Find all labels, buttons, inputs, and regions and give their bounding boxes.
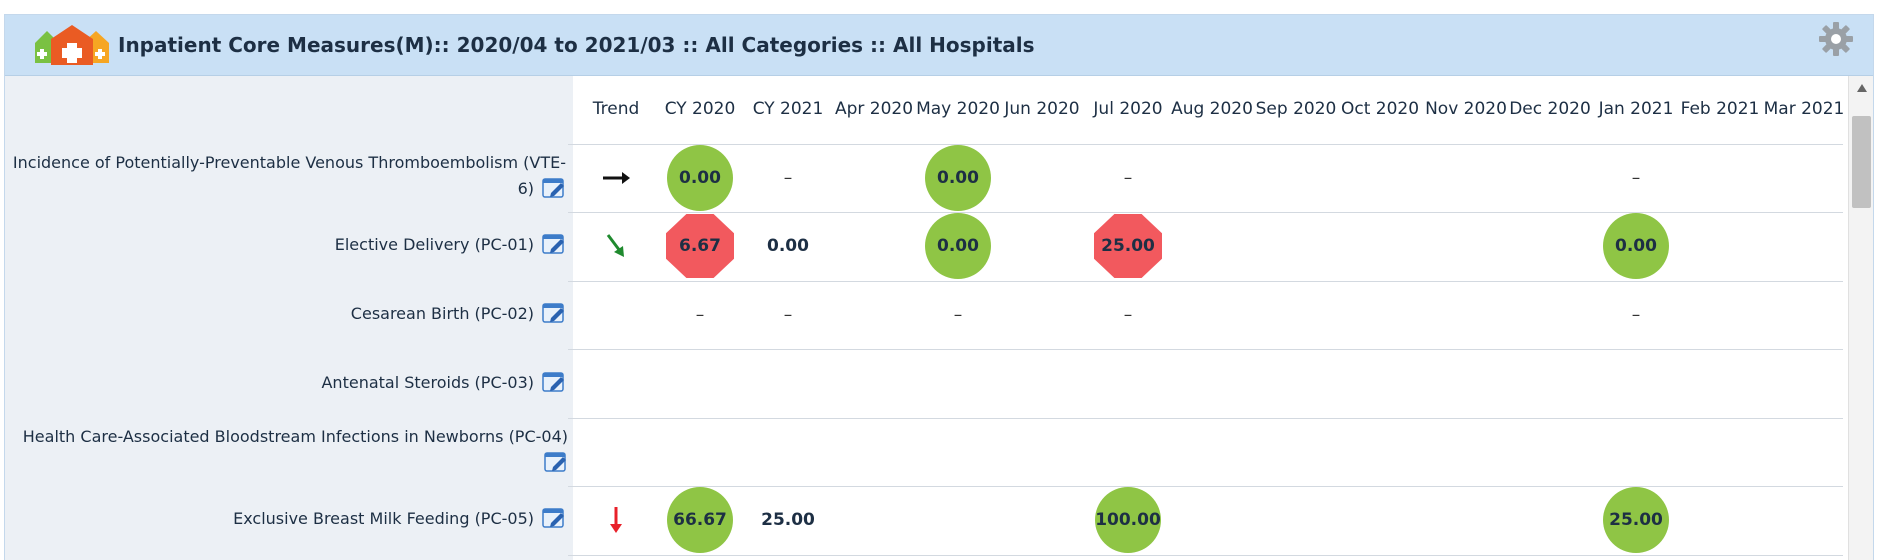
scroll-thumb[interactable] bbox=[1852, 116, 1871, 208]
row-divider bbox=[568, 486, 1843, 487]
value-empty-dash: – bbox=[953, 305, 963, 325]
col-header-cy2021: CY 2021 bbox=[752, 99, 824, 119]
value-met-circle[interactable]: 0.00 bbox=[1603, 213, 1669, 279]
col-header-jan2021: Jan 2021 bbox=[1598, 99, 1674, 119]
value-empty-dash: – bbox=[783, 305, 793, 325]
col-header-feb2021: Feb 2021 bbox=[1680, 99, 1760, 119]
gear-icon[interactable] bbox=[1817, 20, 1855, 58]
edit-note-icon[interactable] bbox=[542, 506, 566, 528]
trend-down-red-arrow-icon bbox=[610, 507, 622, 533]
edit-note-icon[interactable] bbox=[542, 301, 566, 323]
measure-label-pc03[interactable]: Antenatal Steroids (PC-03) bbox=[321, 370, 566, 396]
value-empty-dash: – bbox=[695, 305, 705, 325]
row-divider bbox=[568, 555, 1843, 556]
scroll-up-arrow-icon[interactable] bbox=[1849, 76, 1873, 100]
col-header-jul2020: Jul 2020 bbox=[1093, 99, 1163, 119]
edit-note-icon[interactable] bbox=[542, 176, 566, 198]
col-header-nov2020: Nov 2020 bbox=[1425, 99, 1507, 119]
trend-flat-arrow-icon bbox=[603, 172, 630, 184]
col-header-sep2020: Sep 2020 bbox=[1255, 99, 1337, 119]
measures-grid bbox=[573, 76, 1848, 560]
vertical-scrollbar[interactable] bbox=[1848, 76, 1873, 560]
measure-label-pc01[interactable]: Elective Delivery (PC-01) bbox=[335, 232, 566, 258]
value-empty-dash: – bbox=[783, 168, 793, 188]
measure-label-text: Antenatal Steroids (PC-03) bbox=[321, 373, 534, 392]
edit-note-icon[interactable] bbox=[542, 370, 566, 392]
value-empty-dash: – bbox=[1123, 305, 1133, 325]
measure-label-text: Elective Delivery (PC-01) bbox=[334, 235, 534, 254]
measure-label-pc04[interactable]: Health Care-Associated Bloodstream Infec… bbox=[23, 424, 568, 476]
panel-header: Inpatient Core Measures(M):: 2020/04 to … bbox=[5, 15, 1873, 76]
col-header-aug2020: Aug 2020 bbox=[1171, 99, 1253, 119]
measure-label-column bbox=[5, 76, 573, 560]
value-met-circle[interactable]: 0.00 bbox=[925, 145, 991, 211]
edit-note-icon[interactable] bbox=[544, 450, 568, 472]
col-header-jun2020: Jun 2020 bbox=[1004, 99, 1080, 119]
col-header-dec2020: Dec 2020 bbox=[1509, 99, 1591, 119]
row-divider bbox=[568, 281, 1843, 282]
col-header-trend: Trend bbox=[592, 99, 640, 119]
page-title: Inpatient Core Measures(M):: 2020/04 to … bbox=[118, 33, 1035, 57]
measure-label-pc02[interactable]: Cesarean Birth (PC-02) bbox=[351, 301, 566, 327]
value-met-circle[interactable]: 25.00 bbox=[1603, 487, 1669, 553]
trend-down-green-arrow-icon bbox=[606, 234, 624, 257]
value-text: 0.00 bbox=[767, 236, 809, 256]
value-empty-dash: – bbox=[1631, 168, 1641, 188]
value-met-circle[interactable]: 0.00 bbox=[925, 213, 991, 279]
col-header-may2020: May 2020 bbox=[916, 99, 1000, 119]
core-measures-panel: Inpatient Core Measures(M):: 2020/04 to … bbox=[4, 14, 1874, 560]
edit-note-icon[interactable] bbox=[542, 232, 566, 254]
value-met-circle[interactable]: 0.00 bbox=[667, 145, 733, 211]
value-not-met-octagon[interactable]: 25.00 bbox=[1094, 214, 1162, 278]
col-header-apr2020: Apr 2020 bbox=[834, 99, 914, 119]
hospital-houses-logo bbox=[35, 25, 109, 65]
col-header-cy2020: CY 2020 bbox=[664, 99, 736, 119]
value-met-circle[interactable]: 66.67 bbox=[667, 487, 733, 553]
value-text: 25.00 bbox=[761, 510, 815, 530]
measure-label-line: 6) bbox=[517, 179, 534, 198]
row-divider bbox=[568, 418, 1843, 419]
row-divider bbox=[568, 212, 1843, 213]
value-empty-dash: – bbox=[1631, 305, 1641, 325]
col-header-mar2021: Mar 2021 bbox=[1763, 99, 1845, 119]
measure-label-vte6[interactable]: Incidence of Potentially-Preventable Ven… bbox=[13, 150, 566, 202]
measure-label-text: Cesarean Birth (PC-02) bbox=[350, 304, 534, 323]
col-header-oct2020: Oct 2020 bbox=[1340, 99, 1420, 119]
measure-label-text: Health Care-Associated Bloodstream Infec… bbox=[22, 427, 568, 446]
row-divider bbox=[568, 144, 1843, 145]
row-divider bbox=[568, 349, 1843, 350]
measure-label-line: Incidence of Potentially-Preventable Ven… bbox=[12, 153, 566, 172]
measure-label-text: Exclusive Breast Milk Feeding (PC-05) bbox=[233, 509, 534, 528]
value-empty-dash: – bbox=[1123, 168, 1133, 188]
value-met-circle[interactable]: 100.00 bbox=[1095, 487, 1161, 553]
value-not-met-octagon[interactable]: 6.67 bbox=[666, 214, 734, 278]
measure-label-pc05[interactable]: Exclusive Breast Milk Feeding (PC-05) bbox=[233, 506, 566, 532]
